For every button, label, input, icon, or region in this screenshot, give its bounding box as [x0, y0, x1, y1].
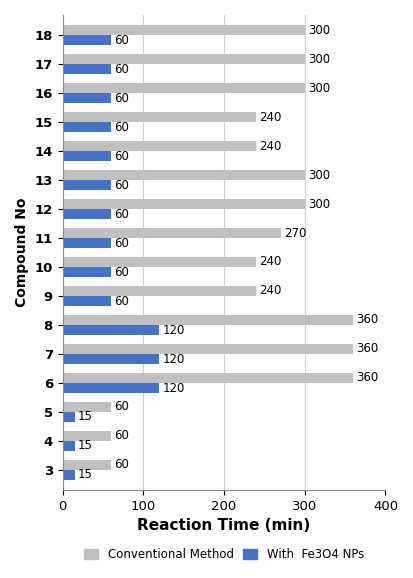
Bar	[63, 412, 75, 422]
Text: 60: 60	[114, 266, 129, 279]
Bar	[63, 383, 159, 393]
Text: 300: 300	[308, 53, 330, 66]
Bar	[63, 83, 305, 93]
Text: 120: 120	[163, 324, 185, 336]
Bar	[63, 286, 256, 296]
Text: 300: 300	[308, 198, 330, 210]
Bar	[63, 35, 111, 46]
Text: 120: 120	[163, 353, 185, 365]
Text: 360: 360	[356, 342, 379, 355]
Text: 240: 240	[259, 284, 282, 298]
Text: 360: 360	[356, 313, 379, 327]
Bar	[63, 373, 353, 383]
Y-axis label: Compound No: Compound No	[15, 198, 29, 307]
Text: 120: 120	[163, 381, 185, 395]
Bar	[63, 344, 353, 354]
Text: 60: 60	[114, 236, 129, 250]
Text: 60: 60	[114, 458, 129, 471]
Text: 15: 15	[78, 468, 93, 481]
Bar	[63, 431, 111, 441]
Text: 300: 300	[308, 169, 330, 181]
Text: 240: 240	[259, 140, 282, 153]
Bar	[63, 93, 111, 103]
X-axis label: Reaction Time (min): Reaction Time (min)	[138, 518, 311, 533]
Text: 60: 60	[114, 63, 129, 76]
Text: 270: 270	[284, 227, 306, 239]
Bar	[63, 209, 111, 219]
Bar	[63, 54, 305, 64]
Text: 240: 240	[259, 110, 282, 124]
Text: 60: 60	[114, 92, 129, 105]
Text: 60: 60	[114, 150, 129, 163]
Bar	[63, 257, 256, 267]
Text: 300: 300	[308, 81, 330, 95]
Bar	[63, 199, 305, 209]
Bar	[63, 267, 111, 277]
Bar	[63, 64, 111, 75]
Bar	[63, 402, 111, 412]
Text: 360: 360	[356, 372, 379, 384]
Bar	[63, 151, 111, 161]
Bar	[63, 470, 75, 480]
Bar	[63, 315, 353, 325]
Text: 15: 15	[78, 439, 93, 453]
Text: 15: 15	[78, 410, 93, 424]
Text: 60: 60	[114, 208, 129, 221]
Text: 60: 60	[114, 401, 129, 413]
Bar	[63, 296, 111, 306]
Text: 60: 60	[114, 34, 129, 47]
Text: 60: 60	[114, 179, 129, 192]
Bar	[63, 122, 111, 132]
Bar	[63, 228, 280, 238]
Bar	[63, 325, 159, 335]
Text: 60: 60	[114, 295, 129, 307]
Bar	[63, 180, 111, 190]
Text: 60: 60	[114, 121, 129, 134]
Bar	[63, 441, 75, 451]
Text: 240: 240	[259, 255, 282, 269]
Text: 300: 300	[308, 24, 330, 37]
Bar	[63, 141, 256, 151]
Bar	[63, 460, 111, 470]
Bar	[63, 354, 159, 364]
Legend: Conventional Method, With  Fe3O4 NPs: Conventional Method, With Fe3O4 NPs	[79, 543, 369, 566]
Bar	[63, 170, 305, 180]
Bar	[63, 25, 305, 35]
Text: 60: 60	[114, 429, 129, 442]
Bar	[63, 238, 111, 248]
Bar	[63, 112, 256, 122]
